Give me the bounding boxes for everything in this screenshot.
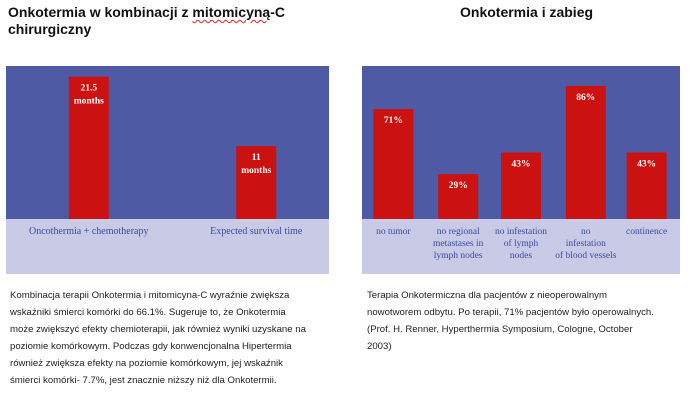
left-bar-chart: 21.5 months Oncothermia + chemotherapy 11 mo…: [6, 66, 329, 237]
right-chart-heading: Onkotermia i zabieg: [460, 4, 594, 20]
bar: [373, 109, 414, 219]
category-label: continence: [626, 227, 667, 237]
bar: [565, 85, 606, 219]
bar-value-label: 71%: [384, 116, 403, 126]
right-caption-line: (Prof. H. Renner, Hyperthermia Symposium…: [367, 324, 633, 335]
bar: [501, 152, 541, 219]
category-label: lymph nodes: [434, 251, 483, 261]
left-heading-part-2: mitomicyną: [192, 4, 271, 20]
left-heading-part-3: -C chirurgiczny: [8, 4, 285, 37]
category-label: nodes: [510, 251, 532, 261]
category-label: of blood vessels: [555, 250, 617, 261]
right-caption: Terapia Onkotermiczna dla pacjentów z ni…: [367, 287, 687, 355]
bar-value-label: 11: [252, 153, 261, 163]
left-chart-panel: 21.5 months Oncothermia + chemotherapy 11 mo…: [6, 66, 329, 274]
left-caption: Kombinacja terapii Onkotermia i mitomicy…: [10, 287, 330, 389]
left-caption-line: może zwiększyć efekty chemioterapii, jak…: [10, 324, 306, 335]
category-label: no infestation: [495, 226, 547, 237]
bar: [626, 152, 667, 219]
left-chart-heading: Onkotermia w kombinacji z mitomicyną-C c…: [8, 4, 348, 38]
plot-area: [6, 66, 329, 219]
right-caption-line: nowotworem odbytu. Po terapii, 71% pacje…: [367, 307, 654, 318]
bar: [68, 76, 109, 219]
category-label: no regional: [437, 227, 480, 237]
left-caption-line: również zwiększa efekty na poziomie komó…: [10, 358, 283, 369]
bar: [236, 146, 277, 219]
bar-value-label: 29%: [449, 181, 468, 191]
left-heading-part-1: Onkotermia w kombinacji z: [8, 4, 193, 20]
bar-value-label: 86%: [576, 93, 595, 103]
left-caption-line: Kombinacja terapii Onkotermia i mitomicy…: [10, 290, 290, 301]
category-label: infestation: [566, 238, 606, 249]
category-label: of lymph: [504, 238, 539, 249]
category-label: Oncothermia + chemotherapy: [29, 226, 148, 237]
right-bar-chart: 71% no tumor 29% no regional metastases in ly…: [362, 66, 680, 261]
bar-value-label: months: [74, 97, 104, 107]
left-caption-line: śmierci komórki- 7.7%, jest znacznie niż…: [10, 375, 277, 386]
category-label: Expected survival time: [210, 226, 303, 237]
bar-value-label: months: [241, 166, 271, 176]
category-label: no tumor: [376, 227, 411, 237]
bar-value-label: 43%: [637, 159, 656, 169]
right-caption-line: Terapia Onkotermiczna dla pacjentów z ni…: [367, 290, 607, 301]
right-caption-line: 2003): [367, 341, 392, 352]
right-chart-panel: 71% no tumor 29% no regional metastases in ly…: [362, 66, 680, 274]
bar: [438, 174, 479, 219]
bar-value-label: 43%: [512, 159, 531, 169]
category-label: no: [581, 227, 591, 237]
left-caption-line: wskaźniki śmierci komórki do 66.1%. Suge…: [10, 307, 286, 318]
left-caption-line: poziomie komórkowym. Podczas gdy konwenc…: [10, 341, 292, 352]
category-label: metastases in: [433, 239, 484, 249]
bar-value-label: 21.5: [80, 84, 97, 94]
